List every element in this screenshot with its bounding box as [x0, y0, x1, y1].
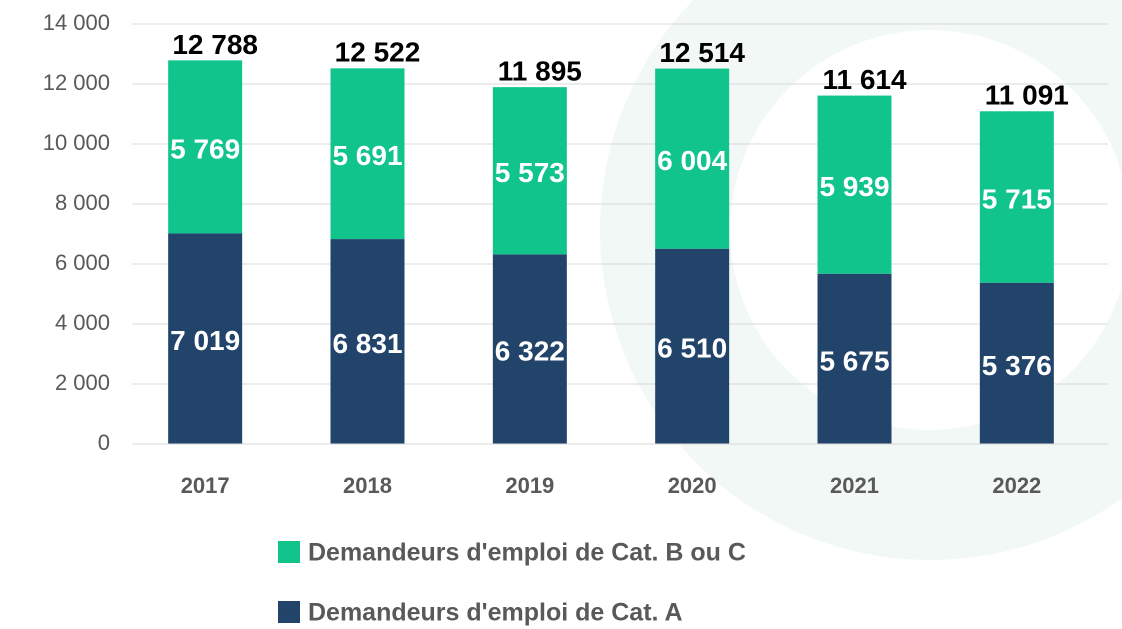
- segment-label: 5 691: [332, 140, 402, 171]
- total-label: 12 514: [659, 37, 745, 68]
- legend-swatch: [278, 541, 300, 563]
- bar-segment: [330, 239, 405, 444]
- bar-segment: [492, 87, 567, 255]
- x-tick-label: 2020: [668, 473, 717, 498]
- bar-segment: [655, 68, 730, 249]
- segment-label: 6 322: [495, 336, 565, 367]
- bar-segment: [168, 233, 243, 444]
- y-tick-label: 14 000: [43, 10, 110, 35]
- segment-label: 7 019: [170, 325, 240, 356]
- segment-label: 5 715: [982, 183, 1052, 214]
- segment-label: 6 831: [332, 328, 402, 359]
- total-label: 11 895: [498, 56, 582, 87]
- y-tick-label: 8 000: [55, 190, 110, 215]
- bar-segment: [655, 248, 730, 444]
- segment-label: 5 573: [495, 157, 565, 188]
- x-tick-label: 2021: [830, 473, 879, 498]
- y-tick-label: 12 000: [43, 70, 110, 95]
- bar-segment: [492, 254, 567, 444]
- y-tick-label: 4 000: [55, 310, 110, 335]
- y-tick-label: 0: [98, 430, 110, 455]
- y-tick-label: 2 000: [55, 370, 110, 395]
- bar-segment: [330, 68, 405, 240]
- x-tick-label: 2019: [505, 473, 554, 498]
- bar-segment: [979, 282, 1054, 444]
- x-tick-label: 2017: [181, 473, 230, 498]
- y-tick-label: 6 000: [55, 250, 110, 275]
- segment-label: 5 376: [982, 350, 1052, 381]
- segment-label: 5 769: [170, 133, 240, 164]
- bar-segment: [817, 95, 892, 274]
- segment-label: 6 510: [657, 333, 727, 364]
- legend-swatch: [278, 601, 300, 623]
- y-tick-label: 10 000: [43, 130, 110, 155]
- segment-label: 5 675: [819, 345, 889, 376]
- bar-segment: [168, 60, 243, 234]
- segment-label: 5 939: [819, 171, 889, 202]
- total-label: 12 788: [172, 29, 258, 60]
- legend-label: Demandeurs d'emploi de Cat. B ou C: [308, 539, 746, 567]
- x-tick-label: 2018: [343, 473, 392, 498]
- x-tick-label: 2022: [992, 473, 1041, 498]
- total-label: 12 522: [335, 37, 421, 68]
- legend-label: Demandeurs d'emploi de Cat. A: [308, 599, 683, 627]
- bar-segment: [979, 111, 1054, 283]
- segment-label: 6 004: [657, 145, 727, 176]
- bar-segment: [817, 273, 892, 444]
- total-label: 11 091: [985, 80, 1069, 111]
- total-label: 11 614: [822, 64, 907, 95]
